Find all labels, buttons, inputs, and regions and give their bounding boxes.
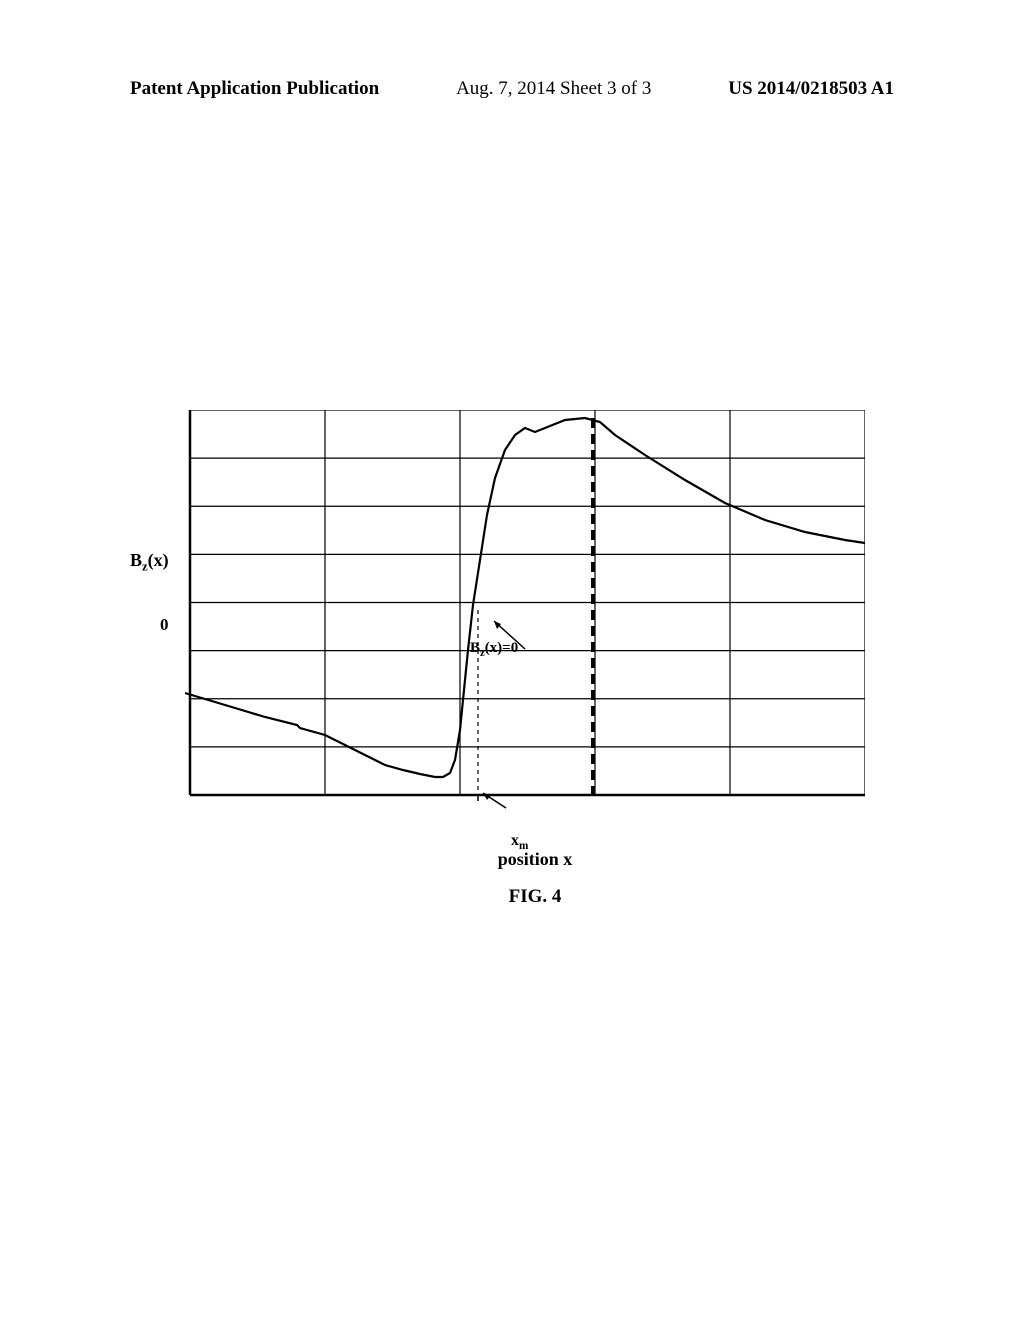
y-axis-label: Bz(x) xyxy=(130,550,169,575)
x-axis-label: position x xyxy=(498,849,573,870)
figure-caption: FIG. 4 xyxy=(509,886,562,908)
figure-container: Bz(x) 0 Bz(x)=0 xm position x FIG. 4 xyxy=(185,410,885,830)
curve-annotation: Bz(x)=0 xyxy=(470,640,518,659)
zero-label: 0 xyxy=(160,615,169,635)
chart xyxy=(185,410,865,810)
header-patent-number: US 2014/0218503 A1 xyxy=(728,78,894,100)
header-publication: Patent Application Publication xyxy=(130,78,379,100)
header-date-sheet: Aug. 7, 2014 Sheet 3 of 3 xyxy=(456,78,651,100)
page-header: Patent Application Publication Aug. 7, 2… xyxy=(0,78,1024,100)
